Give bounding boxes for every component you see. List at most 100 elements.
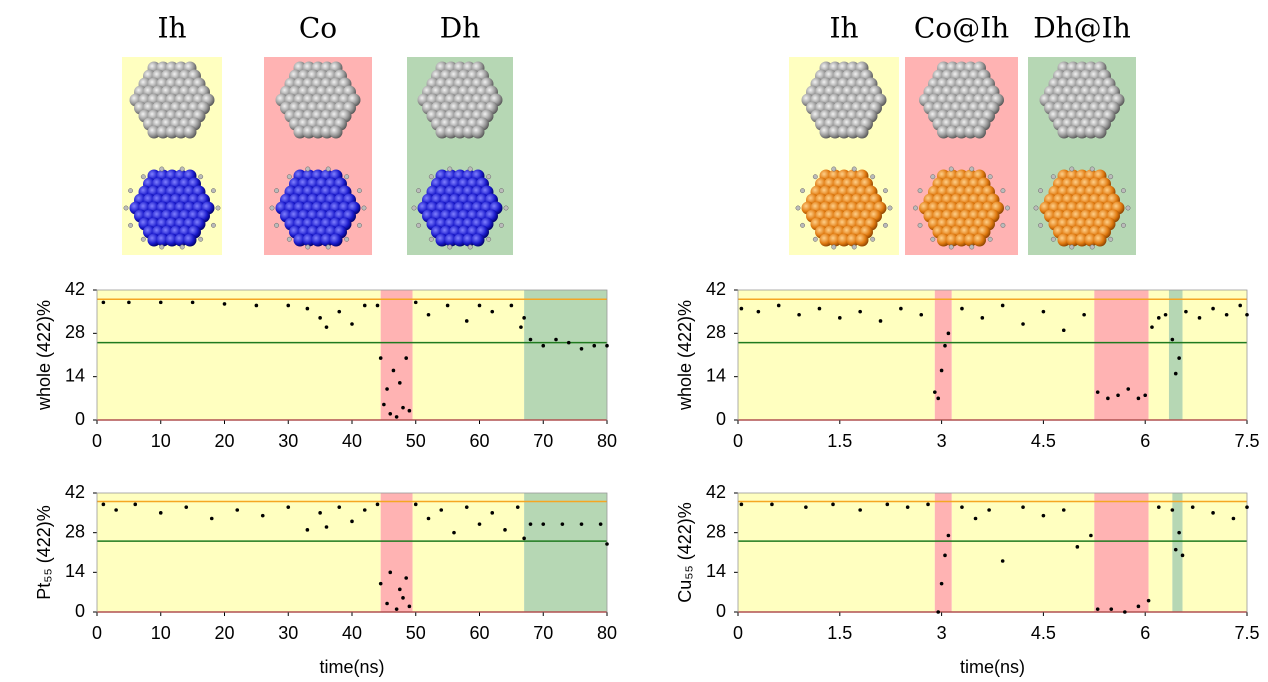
point bbox=[777, 304, 781, 308]
point bbox=[376, 304, 380, 308]
point bbox=[1137, 397, 1141, 401]
y-tick-label: 14 bbox=[706, 365, 726, 385]
point bbox=[286, 505, 290, 509]
point bbox=[210, 517, 214, 521]
point bbox=[605, 542, 609, 546]
ligand bbox=[813, 175, 817, 179]
point bbox=[933, 390, 937, 394]
region bbox=[413, 290, 525, 420]
x-tick-label: 30 bbox=[278, 623, 298, 643]
point bbox=[395, 415, 399, 419]
point bbox=[1171, 508, 1175, 512]
ligand bbox=[913, 206, 917, 210]
atom bbox=[184, 234, 197, 247]
point bbox=[1191, 505, 1195, 509]
point bbox=[318, 316, 322, 320]
point bbox=[757, 310, 761, 314]
y-tick-label: 28 bbox=[706, 322, 726, 342]
figure: IhCoDhIhCo@IhDh@Ih0142842010203040506070… bbox=[0, 0, 1268, 682]
point bbox=[947, 534, 951, 538]
ligand bbox=[832, 167, 836, 171]
ligand bbox=[180, 245, 184, 249]
region bbox=[97, 290, 381, 420]
ligand bbox=[306, 167, 310, 171]
x-tick-label: 60 bbox=[469, 623, 489, 643]
region bbox=[97, 493, 381, 612]
point bbox=[1062, 328, 1066, 332]
point bbox=[478, 304, 482, 308]
x-tick-label: 30 bbox=[278, 431, 298, 451]
y-tick-label: 0 bbox=[75, 601, 85, 621]
point bbox=[974, 517, 978, 521]
point bbox=[408, 409, 412, 413]
x-tick-label: 0 bbox=[733, 623, 743, 643]
x-tick-label: 20 bbox=[214, 431, 234, 451]
ligand bbox=[1051, 175, 1055, 179]
point bbox=[350, 322, 354, 326]
ligand bbox=[160, 167, 164, 171]
ligand bbox=[1070, 167, 1074, 171]
region bbox=[1183, 493, 1247, 612]
point bbox=[1143, 393, 1147, 397]
ligand bbox=[1001, 223, 1005, 227]
point bbox=[1123, 610, 1127, 614]
point bbox=[1245, 505, 1249, 509]
point bbox=[1177, 531, 1181, 535]
point bbox=[1174, 372, 1178, 376]
atom bbox=[472, 234, 485, 247]
point bbox=[1116, 393, 1120, 397]
ligand bbox=[1005, 206, 1009, 210]
ligand bbox=[357, 188, 361, 192]
point bbox=[1001, 304, 1005, 308]
point bbox=[395, 607, 399, 611]
point bbox=[1096, 607, 1100, 611]
point bbox=[1109, 607, 1113, 611]
x-tick-label: 70 bbox=[533, 623, 553, 643]
region bbox=[381, 493, 413, 612]
structure-label: Ih bbox=[829, 12, 858, 45]
point bbox=[1089, 534, 1093, 538]
point bbox=[960, 307, 964, 311]
point bbox=[940, 369, 944, 373]
x-tick-label: 10 bbox=[151, 431, 171, 451]
y-tick-label: 0 bbox=[716, 409, 726, 429]
point bbox=[940, 582, 944, 586]
point bbox=[325, 525, 329, 529]
structure-label: Ih bbox=[157, 12, 186, 45]
x-axis-label: time(ns) bbox=[319, 657, 384, 677]
x-tick-label: 0 bbox=[733, 431, 743, 451]
structure-label: Dh@Ih bbox=[1033, 12, 1131, 45]
ligand bbox=[499, 188, 503, 192]
point bbox=[325, 325, 329, 329]
point bbox=[1171, 338, 1175, 342]
x-tick-label: 20 bbox=[214, 623, 234, 643]
x-axis-label: time(ns) bbox=[960, 657, 1025, 677]
point bbox=[1042, 514, 1046, 518]
region bbox=[952, 493, 1095, 612]
y-tick-label: 28 bbox=[65, 322, 85, 342]
point bbox=[306, 307, 310, 311]
point bbox=[1184, 310, 1188, 314]
ligand bbox=[274, 188, 278, 192]
ligand bbox=[429, 175, 433, 179]
point bbox=[1157, 316, 1161, 320]
region bbox=[524, 493, 607, 612]
point bbox=[943, 344, 947, 348]
point bbox=[363, 304, 367, 308]
point bbox=[858, 310, 862, 314]
point bbox=[306, 528, 310, 532]
ligand bbox=[918, 188, 922, 192]
ligand bbox=[1070, 245, 1074, 249]
point bbox=[541, 344, 545, 348]
point bbox=[350, 520, 354, 524]
y-axis-label: Cu₅₅ (422)% bbox=[675, 502, 695, 603]
point bbox=[522, 537, 526, 541]
ligand bbox=[1108, 237, 1112, 241]
region bbox=[1094, 493, 1148, 612]
x-tick-label: 4.5 bbox=[1031, 623, 1056, 643]
ligand bbox=[1121, 223, 1125, 227]
point bbox=[465, 505, 469, 509]
point bbox=[490, 310, 494, 314]
point bbox=[936, 397, 940, 401]
x-tick-label: 4.5 bbox=[1031, 431, 1056, 451]
